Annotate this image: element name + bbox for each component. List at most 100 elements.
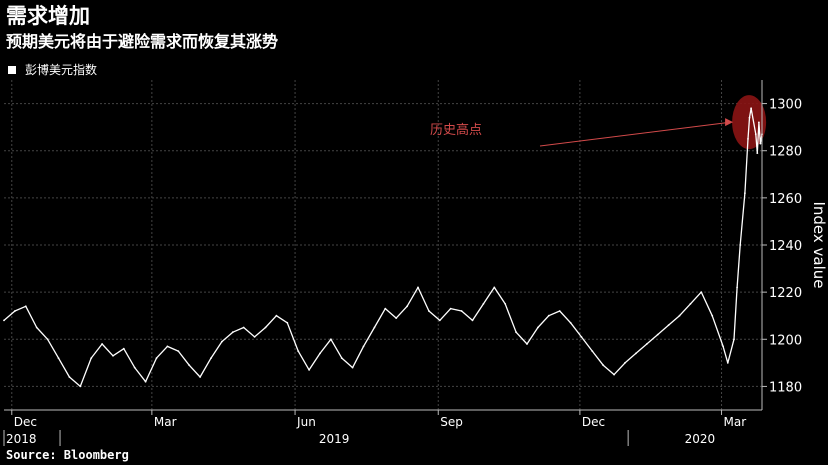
x-tick-label: Dec — [582, 415, 605, 429]
y-axis: 1180 1200 1220 1240 1260 1280 1300 Index value — [761, 80, 828, 410]
data-point — [373, 326, 376, 329]
annotation-arrow — [539, 121, 732, 147]
data-point — [624, 362, 626, 364]
data-point — [711, 314, 714, 317]
data-point — [744, 192, 746, 195]
data-point — [308, 369, 310, 371]
data-point — [438, 319, 441, 322]
data-point — [504, 303, 507, 305]
data-point — [635, 352, 637, 355]
data-point — [384, 307, 387, 310]
y-tick-label: 1240 — [769, 239, 802, 254]
chart-subtitle: 预期美元将由于避险需求而恢复其涨势 — [6, 32, 279, 51]
data-point — [24, 305, 27, 308]
legend: 彭博美元指数 — [8, 61, 97, 78]
data-point — [231, 331, 234, 334]
data-point — [754, 133, 757, 136]
x-axis: Dec Mar Jun Sep Dec Mar 2018 2019 2020 — [3, 409, 762, 446]
data-point — [101, 343, 103, 345]
data-point — [330, 338, 332, 341]
data-point — [112, 354, 114, 357]
data-point — [188, 364, 191, 367]
data-point — [739, 244, 742, 246]
x-tick-label: Sep — [440, 415, 463, 429]
data-point — [79, 385, 82, 388]
data-point — [362, 345, 365, 348]
data-point — [526, 343, 528, 345]
data-point — [264, 326, 267, 329]
data-point — [417, 286, 419, 289]
data-point — [689, 303, 692, 305]
data-point — [748, 116, 751, 119]
data-point — [253, 336, 256, 338]
data-point — [750, 107, 752, 110]
data-point — [221, 340, 223, 343]
data-point — [351, 366, 354, 369]
data-point — [667, 324, 670, 326]
data-point — [428, 310, 430, 312]
data-point — [756, 152, 759, 155]
data-point — [759, 142, 762, 145]
x-tick-label: Mar — [724, 415, 747, 429]
data-point — [580, 336, 583, 338]
data-point — [177, 350, 180, 352]
data-point — [537, 326, 539, 329]
annotation-arrowhead — [725, 118, 734, 127]
data-point — [46, 338, 49, 341]
data-point — [340, 357, 343, 359]
data-point — [460, 310, 463, 312]
data-point — [678, 314, 681, 317]
data-point — [166, 345, 169, 348]
data-point — [286, 321, 289, 324]
x-tick-label: Dec — [14, 415, 37, 429]
y-tick-label: 1280 — [769, 145, 802, 160]
data-point — [449, 307, 452, 310]
data-point — [35, 326, 38, 329]
data-point — [493, 286, 496, 289]
data-point — [144, 380, 147, 383]
data-point — [199, 376, 202, 378]
annotation-label: 历史高点 — [430, 122, 482, 138]
annotation-group: 历史高点 — [430, 118, 734, 147]
data-point — [547, 314, 550, 317]
legend-label: 彭博美元指数 — [25, 63, 98, 77]
data-point — [395, 317, 398, 319]
x-year-label: 2018 — [6, 432, 37, 446]
data-point — [700, 291, 703, 293]
y-tick-label: 1260 — [769, 192, 802, 207]
data-point — [3, 319, 5, 322]
data-point — [569, 321, 572, 324]
data-point — [515, 331, 517, 334]
x-tick-label: Mar — [154, 415, 177, 429]
y-tick-label: 1220 — [769, 286, 802, 301]
data-point — [482, 303, 485, 305]
y-tick-label: 1200 — [769, 333, 802, 348]
data-point — [319, 352, 321, 355]
y-tick-label: 1300 — [769, 98, 802, 113]
series-group — [3, 107, 763, 388]
data-point — [758, 121, 760, 124]
x-year-label: 2020 — [685, 432, 716, 446]
data-point — [122, 347, 125, 350]
data-point — [68, 376, 71, 378]
data-point — [558, 310, 561, 312]
data-point — [14, 310, 16, 312]
data-point — [722, 345, 724, 348]
data-point — [57, 357, 60, 359]
y-tick-label: 1180 — [769, 380, 802, 395]
data-point — [90, 357, 93, 359]
data-point — [747, 138, 749, 140]
data-point — [656, 333, 659, 336]
data-point — [406, 305, 408, 308]
data-point — [210, 357, 212, 359]
legend-swatch — [8, 65, 16, 74]
x-tick-label: Jun — [296, 415, 316, 429]
x-year-label: 2019 — [319, 432, 350, 446]
data-point — [297, 350, 300, 352]
data-point — [613, 373, 615, 376]
chart-title: 需求增加 — [6, 4, 90, 28]
data-point — [645, 343, 648, 345]
data-point — [242, 326, 245, 329]
data-point — [726, 362, 729, 364]
